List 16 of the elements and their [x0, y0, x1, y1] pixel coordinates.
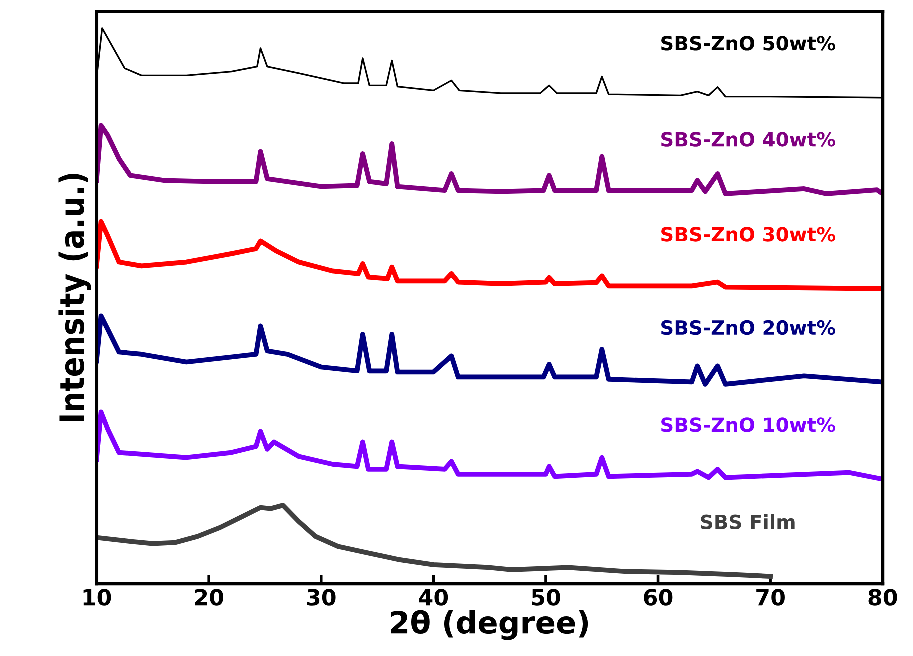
y-axis-title: Intensity (a.u.): [58, 174, 92, 422]
text: SBS-ZnO 50wt%: [662, 36, 836, 51]
x-tick-label: 60: [644, 589, 673, 606]
text: SBS-ZnO 10wt%: [662, 418, 836, 432]
x-axis-title: 2θ (degree): [391, 610, 588, 640]
text: SBS Film: [701, 514, 795, 530]
x-tick-label: 50: [532, 589, 560, 606]
x-tick-label: 40: [419, 589, 448, 606]
x-tick-label: 80: [868, 589, 898, 606]
text: SBS-ZnO 20wt%: [662, 320, 836, 336]
x-tick-label: 20: [195, 589, 224, 606]
x-tick-label: 30: [307, 589, 336, 606]
x-tick-label: 70: [756, 589, 785, 606]
text: SBS-ZnO 30wt%: [662, 227, 836, 242]
text: SBS-ZnO 40wt%: [662, 132, 836, 147]
x-tick-label: 10: [84, 589, 112, 606]
